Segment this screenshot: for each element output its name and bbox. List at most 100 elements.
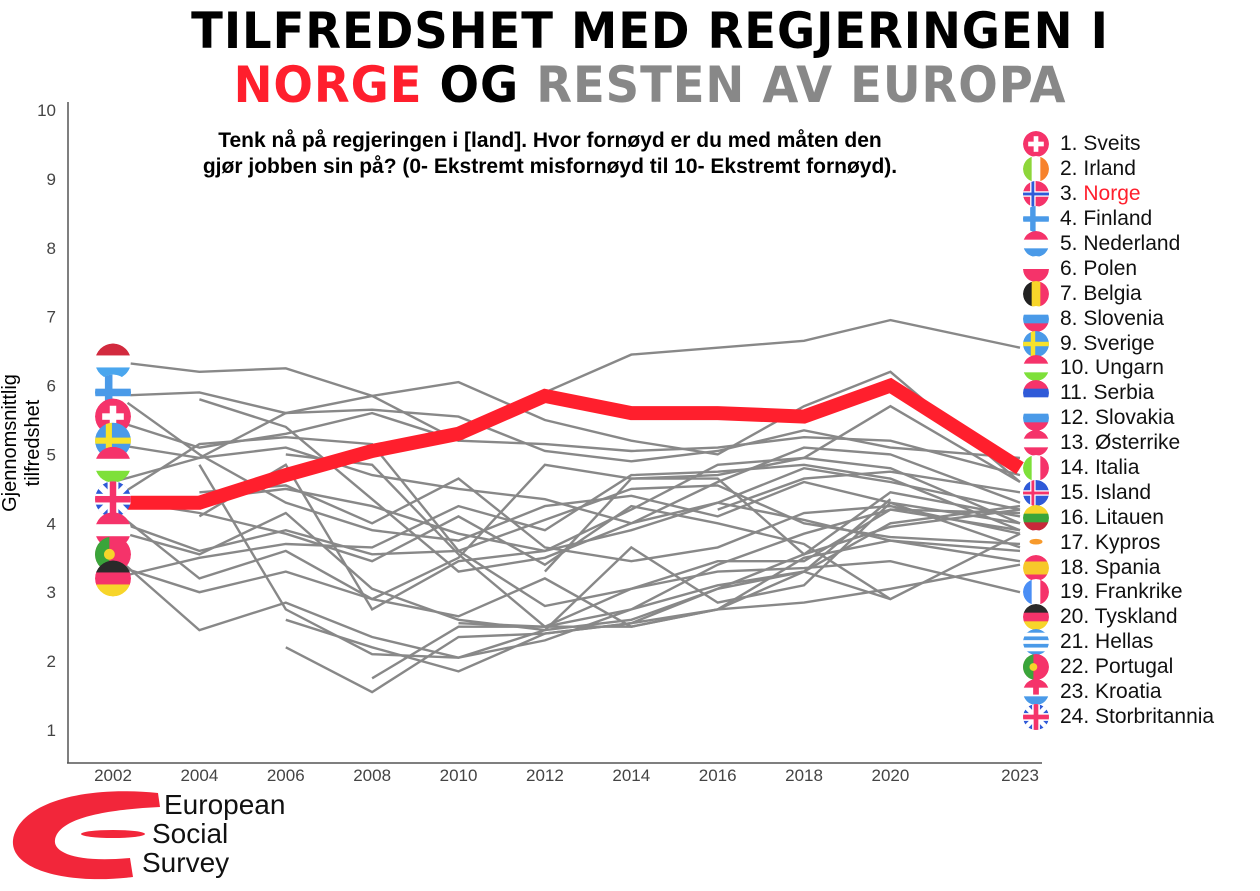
y-tick-label: 2	[47, 652, 56, 671]
legend-rank: 13.	[1060, 431, 1096, 455]
legend-country-name: Italia	[1095, 456, 1140, 480]
flag-iceland-icon	[1023, 479, 1049, 506]
legend-rank: 21.	[1060, 630, 1096, 654]
legend-rank: 20.	[1060, 605, 1095, 629]
logo-line-survey: Survey	[142, 847, 230, 878]
y-tick-label: 3	[47, 583, 56, 602]
legend-label: 23. Kroatia	[1060, 680, 1162, 704]
legend-label: 12. Slovakia	[1060, 406, 1174, 430]
flag-slovenia-icon	[1023, 305, 1049, 332]
legend-rank: 11.	[1060, 381, 1094, 405]
series-line-island	[198, 404, 1021, 612]
legend-label: 14. Italia	[1060, 456, 1139, 480]
flag-belgium-icon	[1023, 280, 1049, 307]
flag-hungary-icon	[95, 446, 131, 483]
flag-uk-icon	[95, 481, 131, 518]
start-flag-markers	[95, 343, 131, 597]
legend-label: 13. Østerrike	[1060, 431, 1180, 455]
legend-rank: 14.	[1060, 456, 1096, 480]
x-tick-label: 2014	[612, 766, 650, 785]
legend-country-name: Norge	[1083, 182, 1141, 206]
legend-country-name: Island	[1095, 480, 1152, 504]
legend-item: 13. Østerrike	[1022, 430, 1214, 457]
ess-logo-icon	[12, 791, 160, 880]
flag-italy-icon	[1023, 455, 1049, 482]
logo-line-european: European	[164, 789, 286, 820]
title-resten-av-europa: RESTEN AV EUROPA	[536, 56, 1067, 114]
legend-label: 1. Sveits	[1060, 132, 1141, 156]
legend-item: 22. Portugal	[1022, 654, 1214, 681]
legend-label: 10. Ungarn	[1060, 356, 1164, 380]
flag-poland-icon	[1023, 255, 1049, 282]
flag-germany-icon	[95, 560, 131, 597]
legend-label: 9. Sverige	[1060, 332, 1155, 356]
legend-rank: 23.	[1060, 680, 1096, 704]
flag-iceland-icon	[1023, 479, 1049, 506]
flag-greece-icon	[1023, 629, 1049, 656]
legend-item: 24. Storbritannia	[1022, 703, 1214, 730]
series-line-serbia	[717, 470, 1021, 511]
legend-country-name: Serbia	[1093, 381, 1155, 405]
flag-lithuania-icon	[1023, 504, 1049, 531]
flag-cyprus-icon	[1023, 529, 1049, 556]
flag-spain-icon	[1023, 554, 1049, 581]
flag-austria-icon	[1023, 430, 1049, 457]
legend-label: 8. Slovenia	[1060, 307, 1164, 331]
flag-netherlands-icon	[1023, 231, 1049, 258]
legend-item: 18. Spania	[1022, 554, 1214, 581]
legend-rank: 12.	[1060, 406, 1096, 430]
series-line-storbritannia	[112, 498, 1021, 601]
flag-hungary-icon	[1023, 355, 1049, 382]
y-tick-label: 7	[47, 308, 56, 327]
legend-label: 4. Finland	[1060, 207, 1152, 231]
flag-finland-icon	[1023, 206, 1049, 233]
legend-country-name: Polen	[1083, 256, 1138, 280]
legend-label: 17. Kypros	[1060, 531, 1160, 555]
legend-country-name: Østerrike	[1095, 431, 1181, 455]
legend-label: 24. Storbritannia	[1060, 705, 1214, 729]
chart-title-line1: TILFREDSHET MED REGJERINGEN I	[191, 2, 1109, 60]
legend-label: 3. Norge	[1060, 182, 1141, 206]
legend-country-name: Kroatia	[1095, 680, 1162, 704]
legend-label: 16. Litauen	[1060, 506, 1164, 530]
legend-rank: 9.	[1060, 331, 1084, 355]
legend-rank: 7.	[1060, 281, 1084, 305]
flag-france-icon	[1023, 579, 1049, 606]
legend-item: 9. Sverige	[1022, 330, 1214, 357]
legend-item: 15. Island	[1022, 479, 1214, 506]
flag-uk-icon	[1023, 703, 1049, 730]
legend-rank: 17.	[1060, 530, 1096, 554]
legend-rank: 3.	[1060, 182, 1084, 206]
y-tick-label: 9	[47, 170, 56, 189]
question-line2: gjør jobben sin på? (0- Ekstremt misforn…	[202, 155, 898, 178]
legend-country-name: Irland	[1083, 157, 1136, 181]
legend-country-name: Spania	[1095, 555, 1161, 579]
flag-germany-icon	[1023, 604, 1049, 631]
norway-line-group	[113, 377, 1024, 510]
flag-sweden-icon	[1023, 330, 1049, 357]
legend-item: 5. Nederland	[1022, 231, 1214, 258]
chart-title-line2: NORGE OG RESTEN AV EUROPA	[46, 56, 1255, 114]
flag-austria-icon	[1023, 430, 1049, 457]
legend-rank: 24.	[1060, 704, 1096, 728]
flag-norway-icon	[1023, 181, 1049, 208]
norway-series-line	[113, 377, 1024, 510]
question-line1: Tenk nå på regjeringen i [land]. Hvor fo…	[218, 129, 882, 152]
flag-slovakia-icon	[1023, 405, 1049, 432]
x-tick-label: 2006	[267, 766, 305, 785]
question-text: Tenk nå på regjeringen i [land]. Hvor fo…	[100, 128, 1000, 180]
series-line-hellas	[198, 464, 1021, 659]
flag-spain-icon	[1023, 554, 1049, 581]
legend-item: 17. Kypros	[1022, 529, 1214, 556]
legend-item: 23. Kroatia	[1022, 679, 1214, 706]
x-tick-label: 2004	[180, 766, 218, 785]
legend-label: 6. Polen	[1060, 257, 1137, 281]
legend-label: 15. Island	[1060, 481, 1151, 505]
flag-slovenia-icon	[1023, 305, 1049, 332]
series-line-tyskland	[112, 463, 1021, 580]
legend-label: 5. Nederland	[1060, 232, 1180, 256]
flag-ireland-icon	[1023, 156, 1049, 183]
legend-country-name: Sveits	[1083, 132, 1141, 156]
flag-slovakia-icon	[1023, 405, 1049, 432]
